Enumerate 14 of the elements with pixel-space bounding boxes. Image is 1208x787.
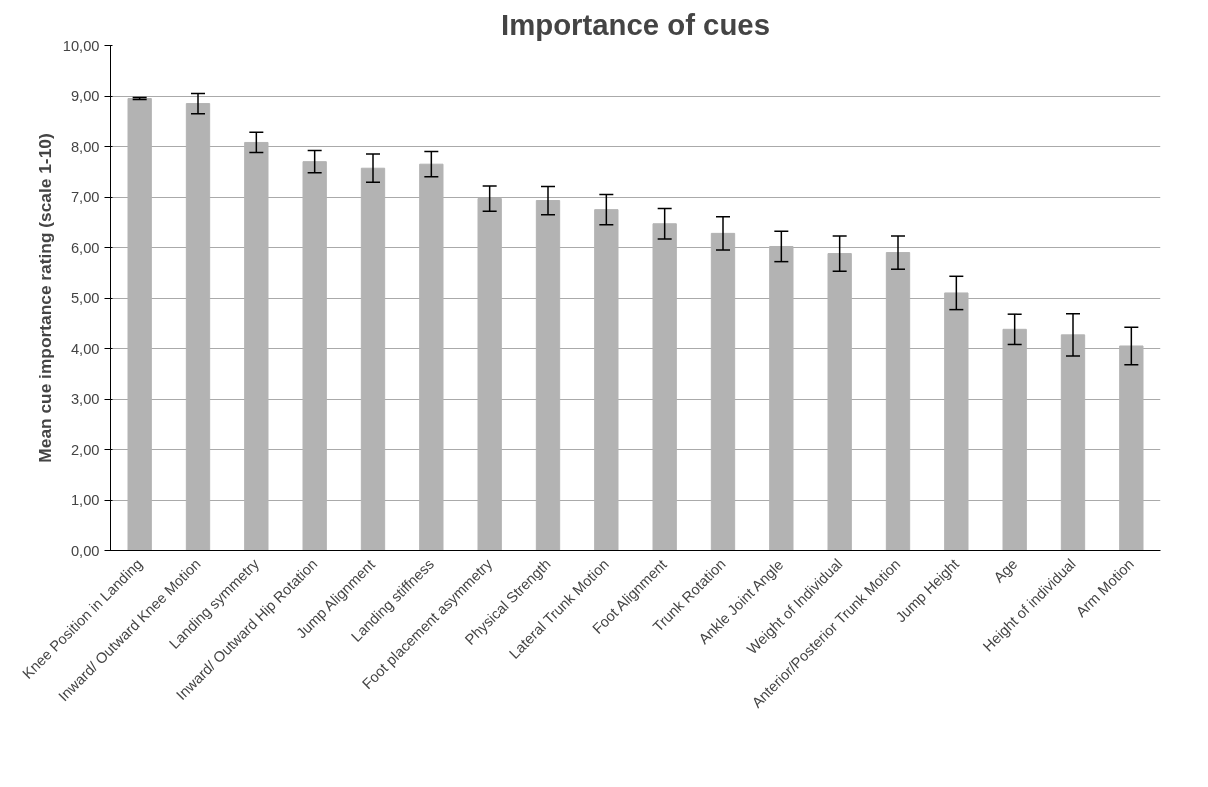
y-tick-label: 7,00: [70, 189, 100, 205]
y-tick-label: 4,00: [70, 340, 100, 357]
y-tick-label: 0,00: [70, 542, 100, 559]
y-tick-label: 8,00: [70, 138, 100, 155]
y-axis-title: Mean cue importance rating (scale 1-10): [34, 133, 55, 463]
y-tick-label: 9,00: [70, 88, 100, 104]
y-tick-label: 3,00: [70, 391, 100, 407]
y-tick-label: 2,00: [70, 441, 100, 458]
x-tick-label: Age: [990, 555, 1021, 586]
y-tick-label: 10,00: [62, 37, 100, 54]
y-tick-label: 5,00: [70, 290, 100, 306]
y-tick-label: 6,00: [70, 239, 100, 256]
y-tick-label: 1,00: [70, 492, 100, 508]
chart-title: Importance of cues: [501, 7, 770, 41]
